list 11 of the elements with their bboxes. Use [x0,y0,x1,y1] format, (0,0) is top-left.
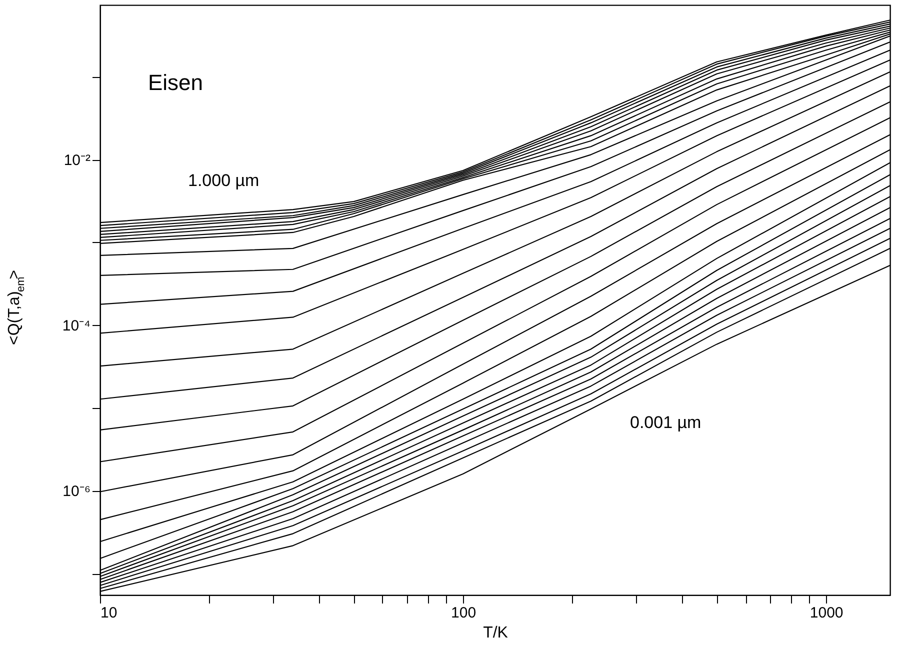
annotation: 1.000 µm [188,171,260,190]
x-tick-label: 10 [100,604,118,622]
annotation: 0.001 µm [630,413,702,432]
x-tick-label: 1000 [810,604,844,622]
y-axis-title: <Q(T,a)em> [6,270,27,345]
y-tick-label: 10⁻⁶ [62,483,90,500]
annotation: Eisen [148,70,204,95]
x-axis-title: T/K [483,624,508,642]
y-tick-label: 10⁻⁴ [62,318,90,335]
x-tick-label: 100 [451,604,476,622]
y-tick-label: 10⁻² [64,152,90,170]
